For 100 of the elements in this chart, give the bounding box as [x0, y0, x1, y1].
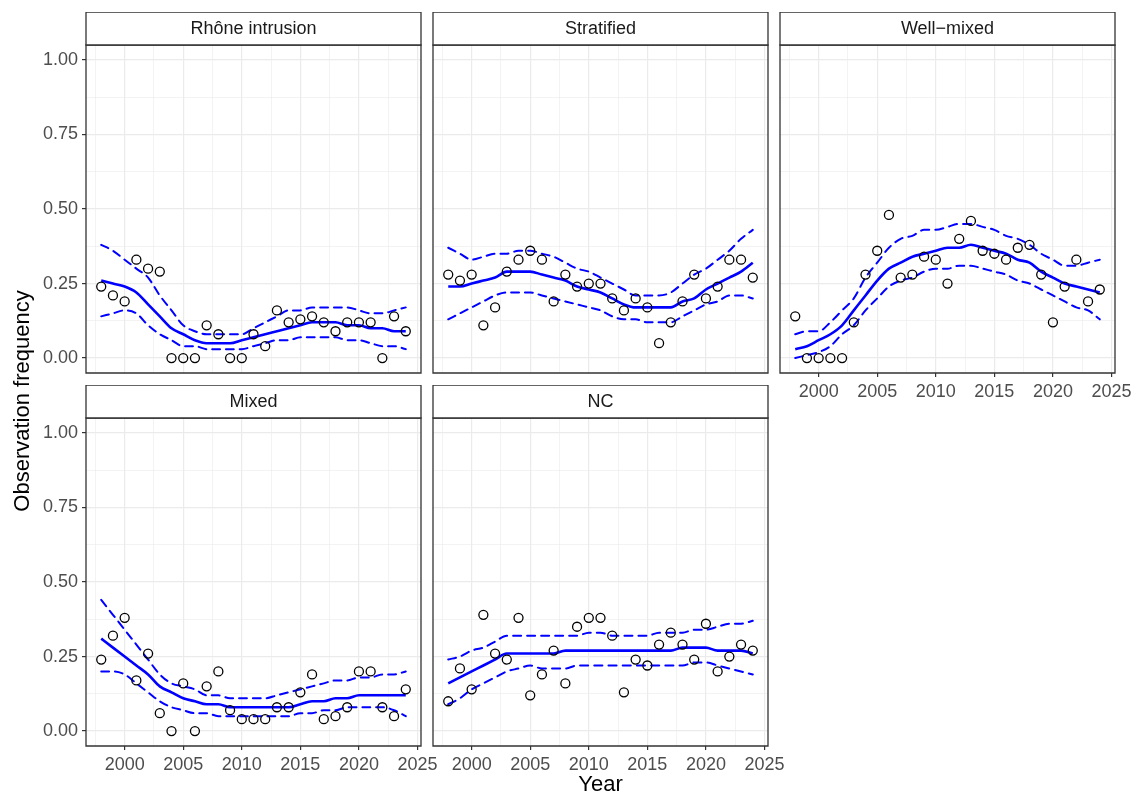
point	[260, 714, 271, 725]
point	[642, 302, 653, 313]
point	[489, 302, 501, 313]
point	[365, 666, 376, 677]
point	[607, 293, 618, 304]
point	[700, 618, 712, 629]
point	[295, 314, 306, 325]
point	[236, 352, 247, 364]
point	[166, 352, 177, 364]
point	[618, 305, 630, 316]
x-tick-label: 2005	[857, 380, 898, 401]
point	[454, 275, 466, 286]
point	[142, 263, 154, 274]
y-tick-label: 0.50	[42, 570, 78, 591]
x-tick-label: 2025	[397, 753, 438, 774]
point	[712, 666, 723, 677]
point	[330, 711, 341, 722]
point	[377, 702, 388, 713]
point	[747, 272, 758, 283]
point	[400, 326, 411, 337]
point	[595, 278, 606, 289]
point	[790, 311, 801, 322]
point	[271, 305, 283, 316]
point	[930, 254, 941, 265]
point	[306, 311, 318, 322]
point	[318, 317, 329, 328]
point	[513, 254, 524, 265]
x-tick-label: 2025	[1091, 380, 1132, 401]
point	[96, 281, 107, 292]
point	[1094, 284, 1105, 295]
point	[107, 630, 119, 641]
point	[1000, 254, 1012, 265]
point	[677, 639, 688, 650]
y-tick-label: 0.25	[42, 272, 78, 293]
point	[248, 329, 259, 340]
y-tick-label: 0.25	[42, 645, 78, 666]
point	[283, 317, 294, 328]
point	[1082, 296, 1094, 307]
y-tick-label: 0.00	[42, 347, 78, 368]
point	[525, 245, 536, 256]
point	[388, 711, 400, 722]
line-series	[100, 309, 407, 351]
point	[131, 675, 142, 686]
chart-title: Well−mixed	[900, 18, 995, 39]
point	[583, 278, 594, 289]
point	[747, 645, 758, 656]
point	[513, 612, 524, 623]
point	[178, 352, 189, 364]
line-series	[100, 598, 407, 700]
point	[377, 352, 388, 364]
point	[642, 660, 653, 671]
point	[131, 254, 142, 265]
point	[189, 352, 201, 364]
point	[989, 248, 1000, 259]
x-tick-label: 2020	[338, 753, 379, 774]
point	[536, 254, 548, 265]
y-tick-label: 0.75	[42, 123, 78, 144]
point	[166, 725, 177, 737]
chart-title: Stratified	[564, 18, 637, 39]
point	[571, 281, 583, 292]
point	[677, 296, 688, 307]
point	[295, 687, 306, 698]
point	[689, 269, 700, 280]
x-tick-label: 2010	[915, 380, 956, 401]
point	[630, 654, 641, 665]
point	[248, 714, 259, 725]
point	[977, 245, 988, 256]
point	[400, 684, 411, 695]
point	[353, 666, 365, 677]
point	[1047, 317, 1059, 328]
chart-title: Mixed	[229, 391, 278, 412]
point	[236, 714, 247, 725]
x-tick-label: 2020	[685, 753, 726, 774]
point	[860, 269, 871, 280]
point	[836, 352, 848, 364]
x-tick-label: 2015	[974, 380, 1015, 401]
point	[965, 215, 977, 227]
point	[224, 352, 236, 364]
point	[665, 627, 676, 638]
point	[1024, 239, 1035, 250]
x-tick-label: 2025	[744, 753, 785, 774]
point	[119, 296, 130, 307]
point	[954, 233, 965, 244]
point	[466, 684, 477, 695]
y-tick-label: 0.50	[42, 197, 78, 218]
point	[501, 654, 512, 665]
point	[142, 648, 154, 659]
point	[595, 612, 606, 623]
x-tick-label: 2005	[510, 753, 551, 774]
chart-title: NC	[587, 391, 614, 412]
point	[735, 254, 747, 265]
x-tick-label: 2010	[568, 753, 609, 774]
point	[107, 290, 119, 301]
y-tick-label: 0.75	[42, 496, 78, 517]
x-tick-label: 2005	[163, 753, 204, 774]
point	[825, 352, 836, 364]
point	[443, 269, 454, 280]
point	[883, 209, 895, 221]
point	[213, 329, 224, 340]
point	[96, 654, 107, 665]
